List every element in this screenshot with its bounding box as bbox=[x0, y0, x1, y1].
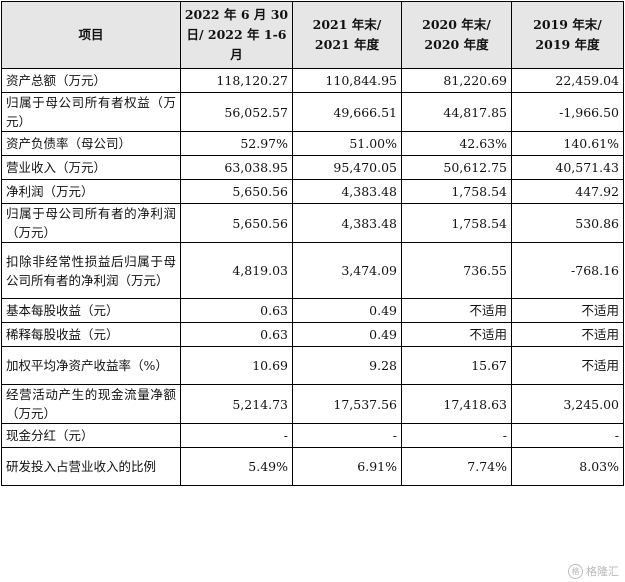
row-label: 扣除非经常性损益后归属于母公司所有者的净利润（万元） bbox=[1, 242, 181, 299]
watermark-text: 格隆汇 bbox=[586, 565, 619, 578]
row-value: 17,418.63 bbox=[401, 384, 512, 424]
row-value: 不适用 bbox=[511, 346, 624, 385]
row-value: 42.63% bbox=[401, 131, 512, 156]
row-label: 营业收入（万元） bbox=[1, 155, 181, 180]
row-value: - bbox=[292, 423, 402, 448]
table-row: 归属于母公司所有者权益（万元） 56,052.57 49,666.51 44,817.… bbox=[1, 92, 624, 132]
row-value: 44,817.85 bbox=[401, 92, 512, 132]
table-row: 资产总额（万元） 118,120.27 110,844.95 81,220.69 22,… bbox=[1, 68, 624, 93]
financial-data-table: 项目 2022 年 6 月 30 日/ 2022 年 1-6 月 2021 年末… bbox=[1, 1, 624, 486]
row-value: 22,459.04 bbox=[511, 68, 624, 93]
row-value: 52.97% bbox=[180, 131, 293, 156]
row-value: -768.16 bbox=[511, 242, 624, 299]
row-value: 不适用 bbox=[401, 322, 512, 347]
row-value: 0.49 bbox=[292, 322, 402, 347]
row-label: 稀释每股收益（元） bbox=[1, 322, 181, 347]
row-label: 研发投入占营业收入的比例 bbox=[1, 447, 181, 486]
table-row: 扣除非经常性损益后归属于母公司所有者的净利润（万元） 4,819.03 3,474.… bbox=[1, 242, 624, 299]
watermark-logo-icon: 格 bbox=[568, 563, 583, 579]
row-value: 9.28 bbox=[292, 346, 402, 385]
table-row: 净利润（万元） 5,650.56 4,383.48 1,758.54 447.92 bbox=[1, 179, 624, 204]
row-value: 81,220.69 bbox=[401, 68, 512, 93]
row-value: 17,537.56 bbox=[292, 384, 402, 424]
row-value: 不适用 bbox=[401, 298, 512, 323]
row-value: 49,666.51 bbox=[292, 92, 402, 132]
table-row: 经营活动产生的现金流量净额（万元） 5,214.73 17,537.56 17,418… bbox=[1, 384, 624, 424]
row-value: 不适用 bbox=[511, 298, 624, 323]
row-value: 8.03% bbox=[511, 447, 624, 486]
row-value: 118,120.27 bbox=[180, 68, 293, 93]
table-row: 研发投入占营业收入的比例 5.49% 6.91% 7.74% 8.03% bbox=[1, 447, 624, 486]
row-value: 15.67 bbox=[401, 346, 512, 385]
row-label: 资产负债率（母公司） bbox=[1, 131, 181, 156]
watermark: 格 格隆汇 bbox=[568, 563, 619, 579]
table-row: 稀释每股收益（元） 0.63 0.49 不适用 不适用 bbox=[1, 322, 624, 347]
row-value: 1,758.54 bbox=[401, 203, 512, 243]
row-value: 7.74% bbox=[401, 447, 512, 486]
table-row: 营业收入（万元） 63,038.95 95,470.05 50,612.75 40,57… bbox=[1, 155, 624, 180]
row-label: 加权平均净资产收益率（%） bbox=[1, 346, 181, 385]
row-value: 0.63 bbox=[180, 322, 293, 347]
table-row: 现金分红（元） - - - - bbox=[1, 423, 624, 448]
row-value: 4,819.03 bbox=[180, 242, 293, 299]
row-value: 不适用 bbox=[511, 322, 624, 347]
row-value: -1,966.50 bbox=[511, 92, 624, 132]
row-value: 140.61% bbox=[511, 131, 624, 156]
row-label: 现金分红（元） bbox=[1, 423, 181, 448]
row-label: 归属于母公司所有者权益（万元） bbox=[1, 92, 181, 132]
row-value: 1,758.54 bbox=[401, 179, 512, 204]
row-value: 447.92 bbox=[511, 179, 624, 204]
table-header-row: 项目 2022 年 6 月 30 日/ 2022 年 1-6 月 2021 年末… bbox=[1, 1, 624, 69]
row-label: 经营活动产生的现金流量净额（万元） bbox=[1, 384, 181, 424]
row-value: 10.69 bbox=[180, 346, 293, 385]
row-value: 51.00% bbox=[292, 131, 402, 156]
row-value: 95,470.05 bbox=[292, 155, 402, 180]
row-value: 0.49 bbox=[292, 298, 402, 323]
row-value: - bbox=[401, 423, 512, 448]
table-row: 资产负债率（母公司） 52.97% 51.00% 42.63% 140.61% bbox=[1, 131, 624, 156]
row-value: - bbox=[180, 423, 293, 448]
table-row: 基本每股收益（元） 0.63 0.49 不适用 不适用 bbox=[1, 298, 624, 323]
row-value: 56,052.57 bbox=[180, 92, 293, 132]
row-value: 5,650.56 bbox=[180, 179, 293, 204]
row-value: 50,612.75 bbox=[401, 155, 512, 180]
header-2019: 2019 年末/ 2019 年度 bbox=[511, 1, 624, 69]
row-value: 5.49% bbox=[180, 447, 293, 486]
row-value: 63,038.95 bbox=[180, 155, 293, 180]
row-value: 0.63 bbox=[180, 298, 293, 323]
row-label: 基本每股收益（元） bbox=[1, 298, 181, 323]
row-value: 5,650.56 bbox=[180, 203, 293, 243]
header-2020: 2020 年末/ 2020 年度 bbox=[401, 1, 512, 69]
row-value: 6.91% bbox=[292, 447, 402, 486]
row-value: 530.86 bbox=[511, 203, 624, 243]
row-value: 40,571.43 bbox=[511, 155, 624, 180]
header-item: 项目 bbox=[1, 1, 181, 69]
row-label: 资产总额（万元） bbox=[1, 68, 181, 93]
row-value: 4,383.48 bbox=[292, 179, 402, 204]
header-2022h1: 2022 年 6 月 30 日/ 2022 年 1-6 月 bbox=[180, 1, 293, 69]
row-value: 3,245.00 bbox=[511, 384, 624, 424]
row-value: - bbox=[511, 423, 624, 448]
row-value: 3,474.09 bbox=[292, 242, 402, 299]
row-label: 归属于母公司所有者的净利润（万元） bbox=[1, 203, 181, 243]
row-value: 5,214.73 bbox=[180, 384, 293, 424]
table-row: 加权平均净资产收益率（%） 10.69 9.28 15.67 不适用 bbox=[1, 346, 624, 385]
header-2021: 2021 年末/ 2021 年度 bbox=[292, 1, 402, 69]
row-value: 4,383.48 bbox=[292, 203, 402, 243]
row-value: 736.55 bbox=[401, 242, 512, 299]
row-label: 净利润（万元） bbox=[1, 179, 181, 204]
table-row: 归属于母公司所有者的净利润（万元） 5,650.56 4,383.48 1,758.5… bbox=[1, 203, 624, 243]
row-value: 110,844.95 bbox=[292, 68, 402, 93]
